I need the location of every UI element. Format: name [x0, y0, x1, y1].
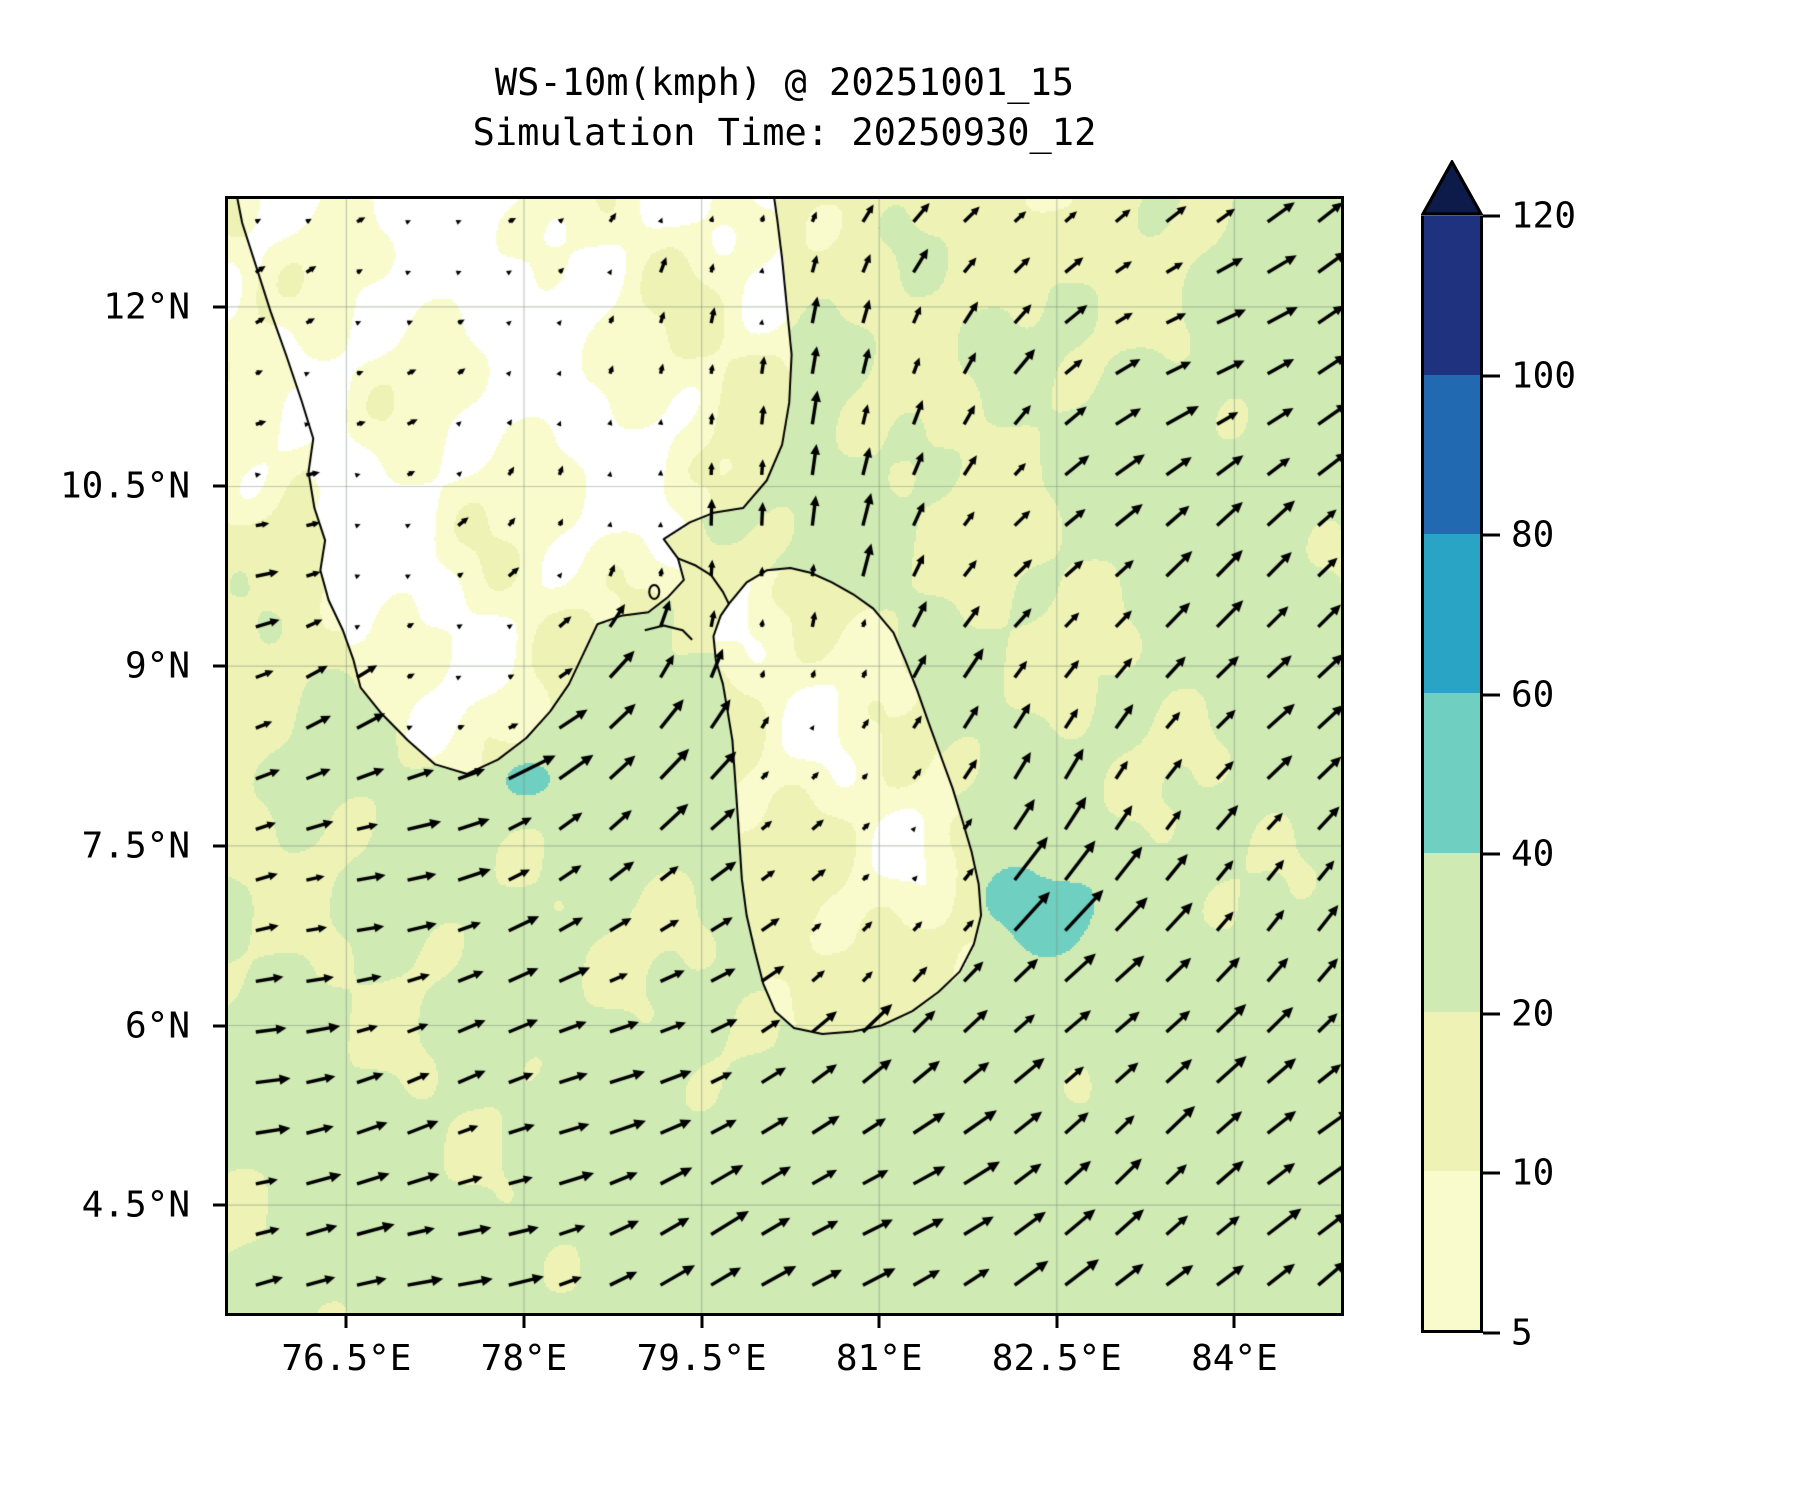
- x-tick-label: 78°E: [480, 1338, 568, 1379]
- colorbar-tick-mark: [1483, 533, 1500, 537]
- y-tick-label: 10.5°N: [59, 465, 190, 507]
- colorbar-tick-mark: [1483, 1012, 1500, 1016]
- x-tick-mark: [877, 1316, 881, 1328]
- y-tick-mark: [213, 305, 225, 309]
- y-tick-label: 4.5°N: [81, 1184, 190, 1226]
- y-tick-mark: [213, 664, 225, 668]
- colorbar-tick-label: 120: [1511, 195, 1577, 237]
- y-tick-mark: [213, 1203, 225, 1207]
- x-tick-mark: [1055, 1316, 1059, 1328]
- colorbar: 5 10 20 40 60 80 100 120: [1421, 160, 1576, 1354]
- colorbar-tick-mark: [1483, 1331, 1500, 1335]
- colorbar-tick-mark: [1483, 852, 1500, 856]
- colorbar-tick-mark: [1483, 214, 1500, 218]
- colorbar-tick-label: 60: [1511, 674, 1555, 716]
- colorbar-extend-arrow-icon: [1421, 160, 1483, 216]
- x-tick-label: 79.5°E: [636, 1338, 767, 1379]
- colorbar-segment: [1424, 1170, 1480, 1330]
- colorbar-tick-mark: [1483, 1171, 1500, 1175]
- y-tick-mark: [213, 844, 225, 848]
- y-tick-label: 12°N: [103, 286, 190, 328]
- y-tick-label: 6°N: [124, 1005, 190, 1047]
- y-tick-mark: [213, 1024, 225, 1028]
- colorbar-tick-label: 10: [1511, 1152, 1555, 1194]
- x-tick-mark: [1232, 1316, 1236, 1328]
- colorbar-segment: [1424, 1011, 1480, 1171]
- colorbar-gradient: [1421, 216, 1483, 1333]
- colorbar-tick-label: 80: [1511, 514, 1555, 556]
- x-tick-label: 76.5°E: [281, 1338, 412, 1379]
- colorbar-tick-label: 100: [1511, 355, 1577, 397]
- x-tick-mark: [344, 1316, 348, 1328]
- colorbar-segment: [1424, 534, 1480, 694]
- x-tick-label: 82.5°E: [991, 1338, 1122, 1379]
- y-tick-mark: [213, 484, 225, 488]
- colorbar-tick-mark: [1483, 693, 1500, 697]
- colorbar-tick-label: 5: [1511, 1312, 1533, 1354]
- colorbar-tick-label: 40: [1511, 833, 1555, 875]
- colorbar-segment: [1424, 693, 1480, 853]
- wind-field-canvas: [228, 199, 1341, 1313]
- x-tick-label: 84°E: [1191, 1338, 1278, 1379]
- y-tick-label: 9°N: [124, 645, 190, 687]
- colorbar-segment: [1424, 852, 1480, 1012]
- chart-title: WS-10m(kmph) @ 20251001_15 Simulation Ti…: [225, 58, 1344, 158]
- colorbar-tick-label: 20: [1511, 993, 1555, 1035]
- y-tick-label: 7.5°N: [81, 825, 190, 867]
- x-tick-mark: [522, 1316, 526, 1328]
- map-axes: [225, 196, 1344, 1316]
- colorbar-segment: [1424, 216, 1480, 376]
- x-tick-label: 81°E: [835, 1338, 923, 1379]
- chart-title-line1: WS-10m(kmph) @ 20251001_15: [494, 61, 1075, 104]
- chart-title-line2: Simulation Time: 20250930_12: [472, 111, 1097, 154]
- x-tick-mark: [700, 1316, 704, 1328]
- colorbar-segment: [1424, 375, 1480, 535]
- colorbar-tick-mark: [1483, 374, 1500, 378]
